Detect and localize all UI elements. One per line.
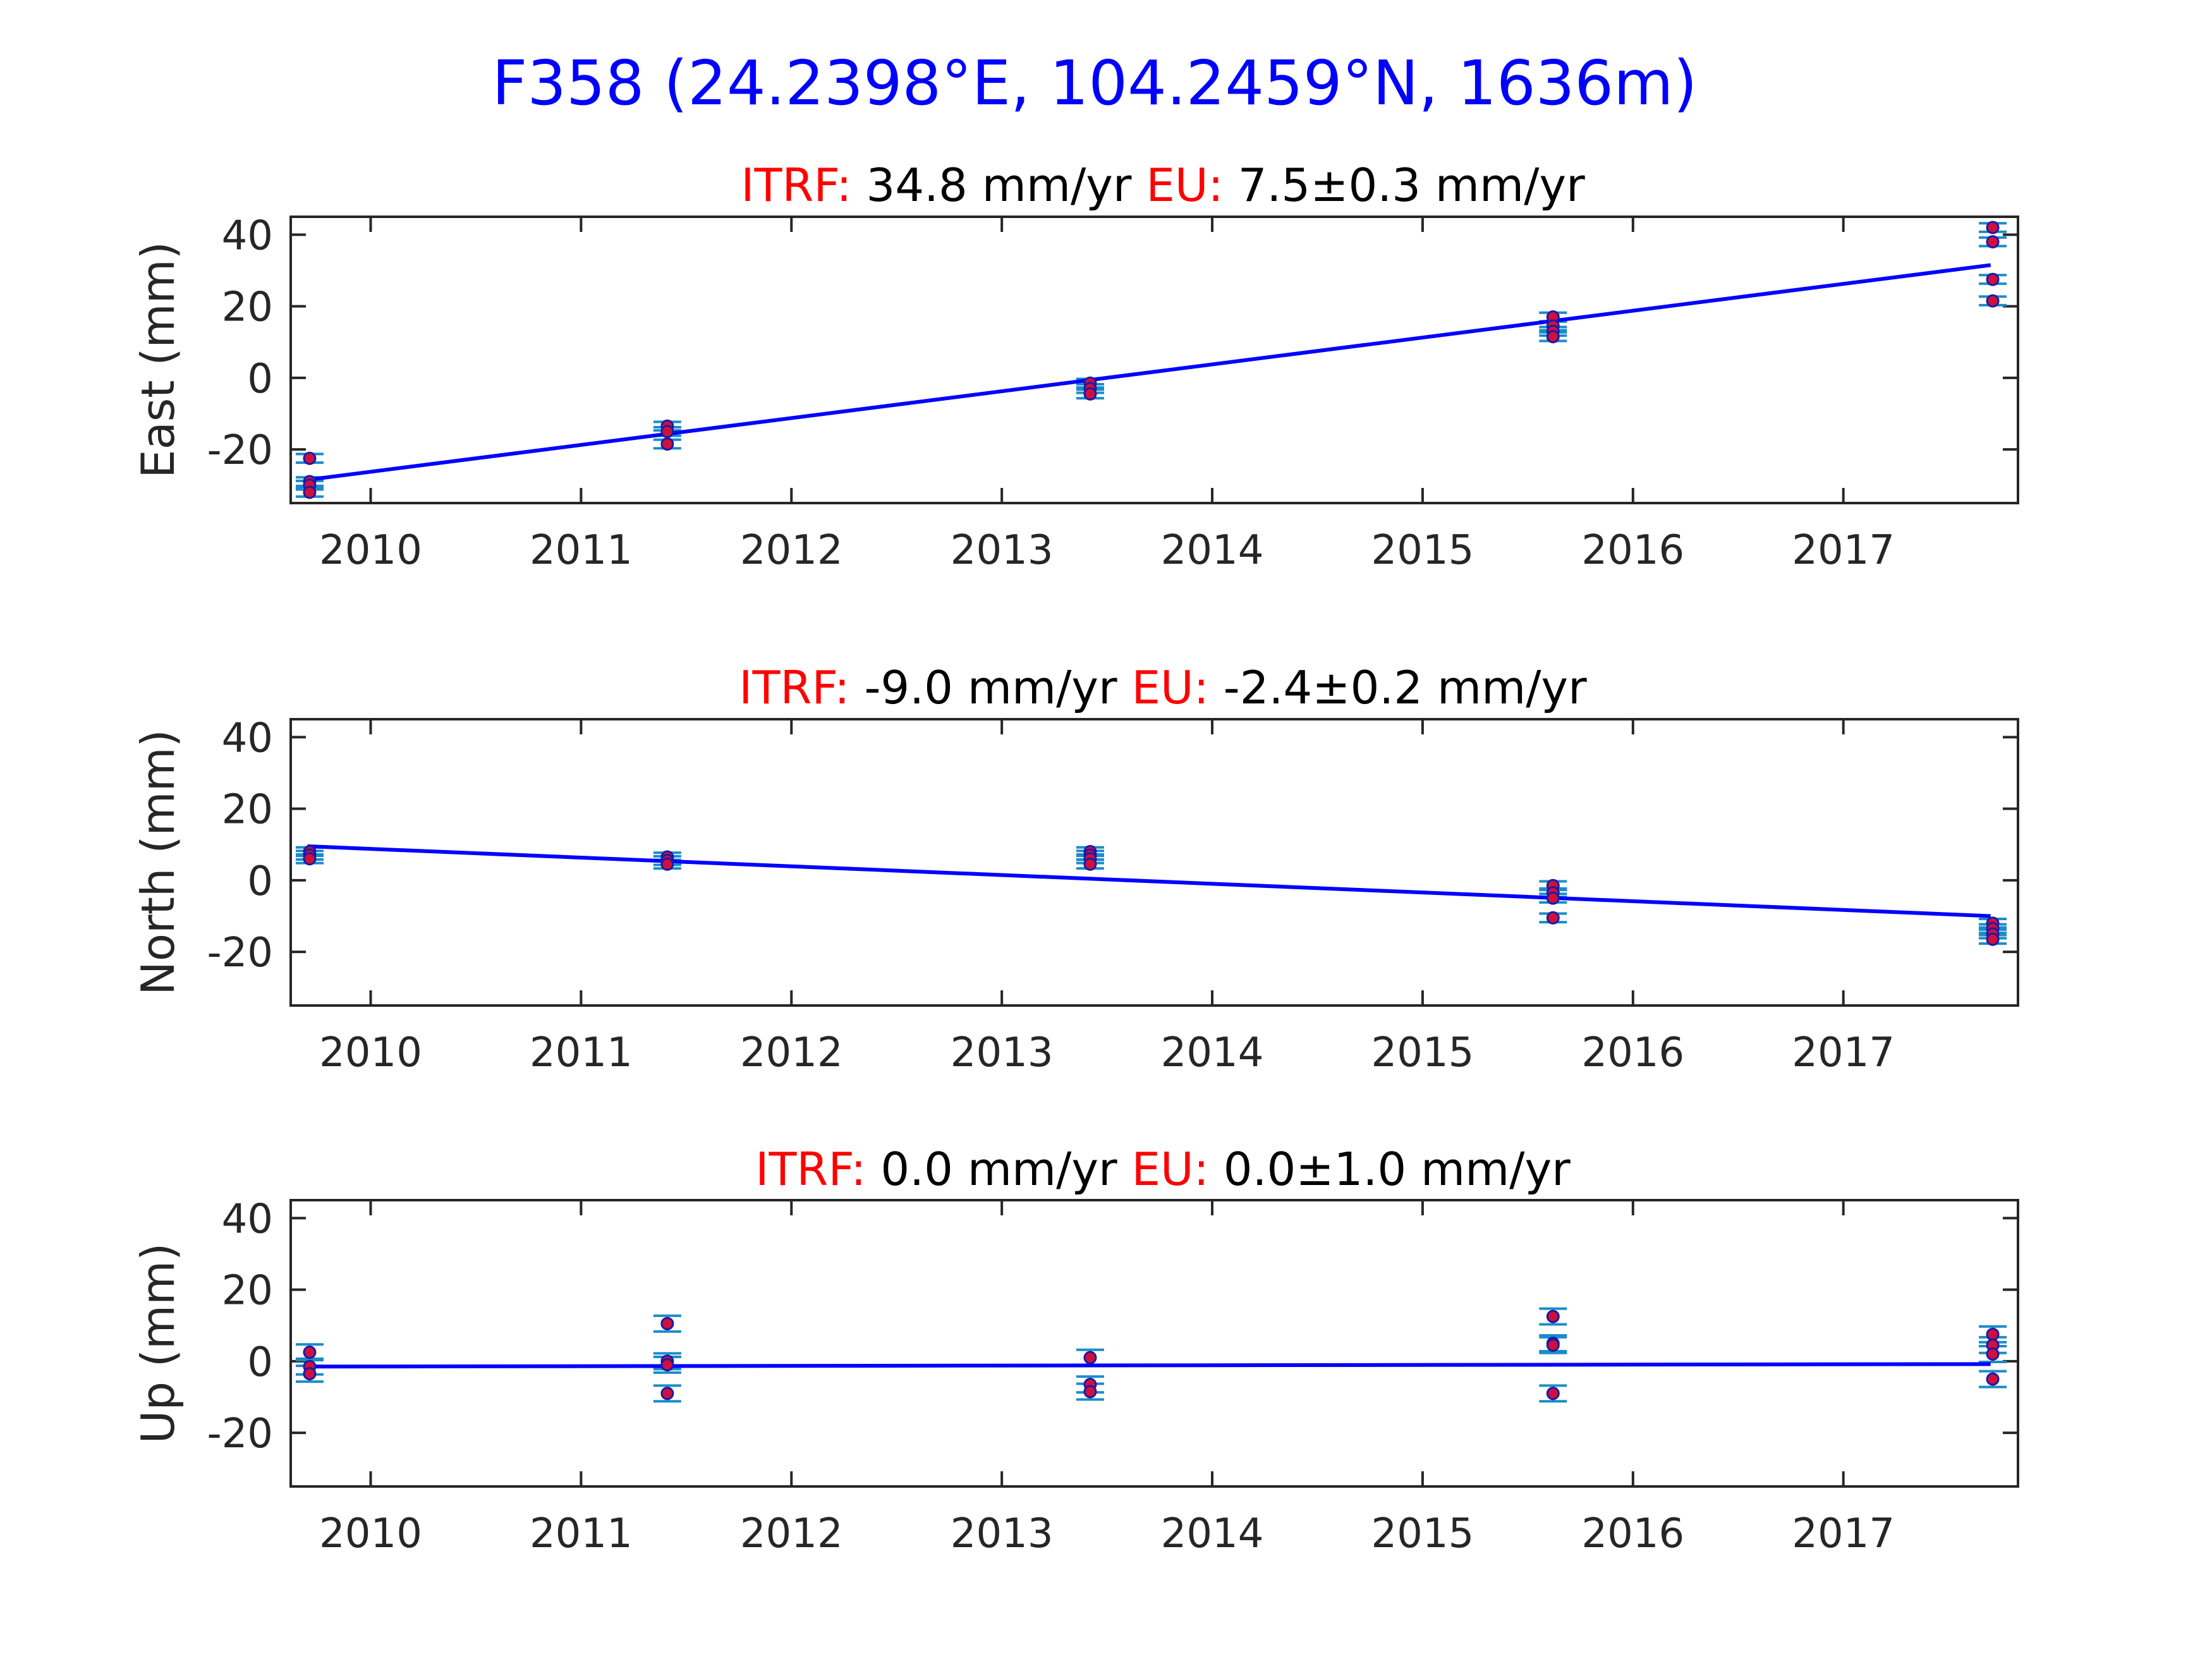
up-xtick-label: 2017 xyxy=(1792,1510,1895,1557)
north-data-point xyxy=(660,857,674,871)
up-xtick-label: 2014 xyxy=(1161,1510,1264,1557)
up-xtick-label: 2011 xyxy=(530,1510,633,1557)
north-itrf-value: -9.0 mm/yr xyxy=(850,661,1117,714)
east-ytick-label: -20 xyxy=(207,427,273,474)
north-ytick-label: 0 xyxy=(247,858,273,905)
east-itrf-label: ITRF: xyxy=(741,159,851,212)
up-xtick-label: 2013 xyxy=(951,1510,1054,1557)
east-ytick-label: 0 xyxy=(247,356,273,403)
up-ytick-label: 20 xyxy=(222,1268,273,1315)
up-data-point xyxy=(303,1346,317,1359)
north-data-point xyxy=(303,852,317,866)
up-xtick-label: 2015 xyxy=(1371,1510,1474,1557)
east-itrf-value: 34.8 mm/yr xyxy=(852,159,1132,212)
east-ytick-label: 40 xyxy=(222,212,273,259)
north-data-point xyxy=(1546,911,1560,925)
north-data-point xyxy=(1083,857,1097,871)
east-xtick-label: 2013 xyxy=(951,527,1054,574)
up-fit-line xyxy=(307,1362,1991,1369)
east-data-point xyxy=(1986,235,2000,249)
east-data-point xyxy=(1546,330,1560,344)
up-data-point xyxy=(660,1316,674,1330)
north-fit-line xyxy=(307,844,1991,918)
up-xtick-label: 2016 xyxy=(1581,1510,1684,1557)
up-xtick-label: 2012 xyxy=(740,1510,843,1557)
up-data-point xyxy=(1546,1310,1560,1323)
north-ytick-label: 20 xyxy=(222,787,273,834)
east-fit-line xyxy=(307,263,1991,482)
north-xtick-label: 2013 xyxy=(951,1030,1054,1076)
east-xtick-label: 2017 xyxy=(1792,527,1895,574)
up-data-point xyxy=(1546,1387,1560,1401)
north-xtick-label: 2017 xyxy=(1792,1030,1895,1076)
up-eu-label: EU: xyxy=(1117,1143,1209,1196)
north-panel: 2010 2011 2012 2013 2014 2015 2016 2017 -20 0 20 40… xyxy=(131,661,2019,1076)
up-rate-title: ITRF: 0.0 mm/yr EU: 0.0±1.0 mm/yr xyxy=(755,1143,1571,1196)
east-xtick-label: 2014 xyxy=(1161,527,1264,574)
north-xtick-label: 2015 xyxy=(1371,1030,1474,1076)
east-rate-title: ITRF: 34.8 mm/yr EU: 7.5±0.3 mm/yr xyxy=(741,159,1585,212)
up-panel: 2010 2011 2012 2013 2014 2015 2016 2017 -20 0 20 40… xyxy=(131,1143,2019,1557)
east-data-point xyxy=(303,451,317,465)
up-eu-value: 0.0±1.0 mm/yr xyxy=(1209,1143,1571,1196)
up-data-point xyxy=(660,1387,674,1401)
north-itrf-label: ITRF: xyxy=(739,661,849,714)
east-eu-label: EU: xyxy=(1131,159,1223,212)
figure-title: F358 (24.2398°E, 104.2459°N, 1636m) xyxy=(492,47,1698,119)
east-xtick-label: 2012 xyxy=(740,527,843,574)
up-data-point xyxy=(1546,1338,1560,1352)
north-ylabel: North (mm) xyxy=(131,729,185,995)
east-data-point xyxy=(1986,221,2000,234)
up-data-point xyxy=(1083,1385,1097,1399)
up-itrf-label: ITRF: xyxy=(755,1143,866,1196)
east-xtick-label: 2011 xyxy=(530,527,633,574)
north-xtick-label: 2014 xyxy=(1161,1030,1264,1076)
east-xtick-label: 2010 xyxy=(319,527,422,574)
up-data-point xyxy=(1083,1351,1097,1364)
east-data-point xyxy=(1986,272,2000,286)
north-rate-title: ITRF: -9.0 mm/yr EU: -2.4±0.2 mm/yr xyxy=(739,661,1587,714)
north-data-point xyxy=(1986,932,2000,946)
east-data-point xyxy=(1986,294,2000,308)
north-eu-value: -2.4±0.2 mm/yr xyxy=(1209,661,1587,714)
east-ylabel: East (mm) xyxy=(131,241,185,478)
up-data-point xyxy=(303,1367,317,1381)
east-axes-box xyxy=(289,216,2019,504)
north-axes-box xyxy=(289,718,2019,1007)
east-ytick-label: 20 xyxy=(222,284,273,331)
up-ylabel: Up (mm) xyxy=(131,1243,185,1444)
up-data-point xyxy=(1986,1372,2000,1386)
up-data-point xyxy=(1986,1347,2000,1361)
up-ytick-label: 0 xyxy=(247,1339,273,1386)
north-xtick-label: 2016 xyxy=(1581,1030,1684,1076)
east-xtick-label: 2016 xyxy=(1581,527,1684,574)
east-data-point xyxy=(660,437,674,451)
east-data-point xyxy=(1083,387,1097,401)
up-xtick-label: 2010 xyxy=(319,1510,422,1557)
north-xtick-label: 2012 xyxy=(740,1030,843,1076)
north-xtick-label: 2010 xyxy=(319,1030,422,1076)
up-ytick-label: -20 xyxy=(207,1411,273,1457)
up-ytick-label: 40 xyxy=(222,1196,273,1243)
east-data-point xyxy=(660,425,674,439)
north-eu-label: EU: xyxy=(1117,661,1209,714)
north-ytick-label: -20 xyxy=(207,930,273,976)
east-panel: 2010 2011 2012 2013 2014 2015 2016 2017 -20 0 20 40… xyxy=(131,159,2019,574)
east-xtick-label: 2015 xyxy=(1371,527,1474,574)
north-data-point xyxy=(1546,891,1560,905)
up-data-point xyxy=(1986,1327,2000,1341)
up-data-point xyxy=(660,1358,674,1371)
east-data-point xyxy=(303,485,317,499)
north-xtick-label: 2011 xyxy=(530,1030,633,1076)
up-itrf-value: 0.0 mm/yr xyxy=(866,1143,1117,1196)
up-axes-box xyxy=(289,1199,2019,1488)
north-ytick-label: 40 xyxy=(222,715,273,762)
east-eu-value: 7.5±0.3 mm/yr xyxy=(1224,159,1585,212)
